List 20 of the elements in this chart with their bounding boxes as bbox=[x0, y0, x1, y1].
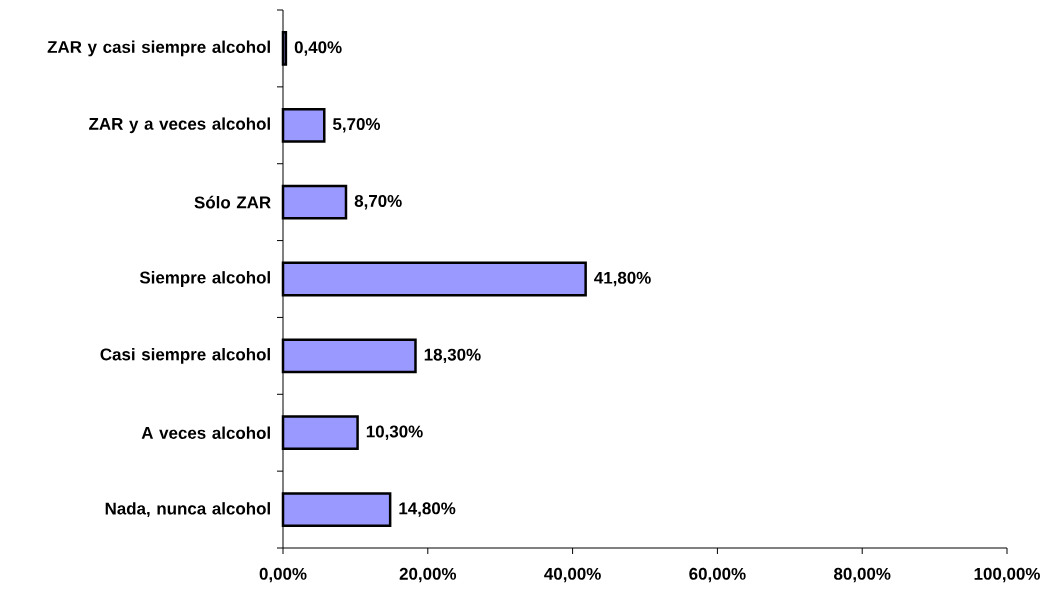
data-label: 5,70% bbox=[332, 118, 381, 133]
y-tick-label: Nada, nunca alcohol bbox=[105, 502, 270, 518]
data-label: 14,80% bbox=[399, 502, 456, 517]
data-label: 8,70% bbox=[354, 194, 402, 210]
y-tick-label: A veces alcohol bbox=[141, 426, 270, 439]
y-tick-label: Sólo ZAR bbox=[194, 195, 271, 209]
y-tick-label: Siempre alcohol bbox=[139, 271, 270, 287]
x-tick-label: 80,00% bbox=[834, 567, 891, 583]
x-tick-label: 100,00% bbox=[974, 567, 1040, 583]
y-tick-label: ZAR y casi siempre alcohol bbox=[47, 40, 270, 57]
x-tick-label: 20,00% bbox=[399, 567, 457, 583]
data-label: 10,30% bbox=[366, 425, 423, 440]
data-label: 18,30% bbox=[424, 348, 481, 364]
x-tick-label: 40,00% bbox=[544, 567, 601, 583]
x-tick-label: 0,00% bbox=[259, 567, 307, 583]
y-tick-label: ZAR y a veces alcohol bbox=[89, 117, 270, 134]
data-label: 41,80% bbox=[594, 271, 651, 287]
x-tick-label: 60,00% bbox=[689, 567, 746, 583]
y-tick-label: Casi siempre alcohol bbox=[100, 347, 270, 364]
data-label: 0,40% bbox=[294, 41, 342, 56]
